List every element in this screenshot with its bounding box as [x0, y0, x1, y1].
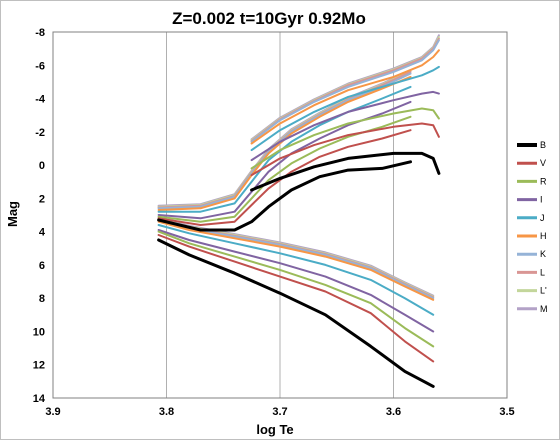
- series-H: [157, 49, 440, 301]
- series-line-ms: [157, 238, 435, 388]
- series-line-agb: [250, 65, 440, 152]
- series-V: [157, 122, 440, 363]
- y-tick-label: 14: [33, 393, 46, 405]
- y-tick-label: 4: [39, 227, 46, 239]
- series-line-rgb: [157, 129, 412, 226]
- series-line-agb: [250, 90, 440, 162]
- series-line-rgb: [157, 75, 412, 211]
- x-tick-label: 3.7: [272, 406, 287, 418]
- y-tick-label: -8: [35, 27, 45, 39]
- series-line-agb: [250, 151, 441, 192]
- chart-title: Z=0.002 t=10Gyr 0.92Mo: [172, 9, 366, 28]
- y-tick-label: 12: [33, 360, 45, 372]
- y-tick-label: -2: [35, 127, 45, 139]
- tick-labels: 3.9 3.8 3.7 3.6 3.5 -8 -6 -4 -2 0 2 4 6 8 10 12 14: [33, 27, 515, 418]
- x-tick-label: 3.6: [386, 406, 401, 418]
- series-line-ms: [157, 234, 435, 363]
- series-B: [157, 151, 441, 388]
- series-line-ms: [157, 230, 435, 348]
- legend-label: L': [540, 286, 547, 296]
- series-line-ms: [157, 220, 435, 301]
- series-lines: [157, 34, 441, 388]
- legend-label: R: [540, 176, 547, 186]
- series-line-ms: [157, 229, 435, 333]
- legend-label: I: [540, 195, 543, 205]
- series-line-ms: [157, 224, 435, 316]
- y-tick-label: 10: [33, 326, 45, 338]
- series-line-agb: [250, 122, 440, 177]
- series-line-agb: [250, 39, 440, 143]
- x-tick-label: 3.9: [45, 406, 60, 418]
- legend-label: M: [540, 304, 548, 314]
- x-tick-label: 3.5: [499, 406, 514, 418]
- series-line-rgb: [157, 160, 412, 232]
- legend-label: B: [540, 140, 546, 150]
- series-line-rgb: [157, 100, 412, 220]
- y-tick-label: -6: [35, 60, 45, 72]
- y-tick-label: 0: [39, 160, 45, 172]
- legend-label: L: [540, 267, 545, 277]
- series-line-agb: [250, 49, 440, 145]
- legend-label: V: [540, 158, 546, 168]
- grid: [52, 32, 508, 398]
- y-tick-label: 2: [39, 193, 45, 205]
- legend-label: J: [540, 213, 545, 223]
- x-tick-label: 3.8: [159, 406, 174, 418]
- y-axis-label: Mag: [5, 201, 20, 227]
- plot-area: [52, 31, 508, 399]
- legend-label: K: [540, 249, 546, 259]
- y-tick-label: 8: [39, 293, 45, 305]
- x-axis-label: log Te: [256, 422, 293, 437]
- y-tick-label: 6: [39, 260, 45, 272]
- legend-label: H: [540, 231, 547, 241]
- series-line-agb: [250, 107, 440, 170]
- y-tick-label: -4: [35, 94, 46, 106]
